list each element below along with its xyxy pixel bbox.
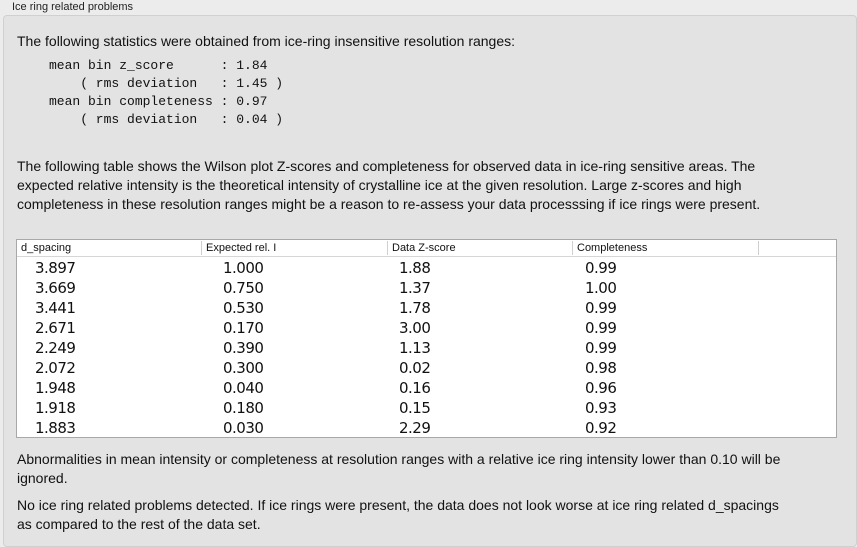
table-cell: 0.02 xyxy=(399,359,431,377)
table-row[interactable]: 2.072 0.300 0.02 0.98 xyxy=(17,358,836,378)
table-row[interactable]: 2.249 0.390 1.13 0.99 xyxy=(17,338,836,358)
table-cell: 1.948 xyxy=(35,379,76,397)
table-header: d_spacing Expected rel. I Data Z-score C… xyxy=(17,240,836,257)
table-cell: 1.88 xyxy=(399,259,431,277)
ice-ring-table[interactable]: d_spacing Expected rel. I Data Z-score C… xyxy=(16,239,837,438)
table-cell: 3.441 xyxy=(35,299,76,317)
table-cell: 0.040 xyxy=(223,379,264,397)
table-cell: 0.99 xyxy=(585,319,617,337)
table-cell: 3.669 xyxy=(35,279,76,297)
table-cell: 0.300 xyxy=(223,359,264,377)
table-cell: 0.180 xyxy=(223,399,264,417)
table-row[interactable]: 3.669 0.750 1.37 1.00 xyxy=(17,278,836,298)
column-header-d-spacing[interactable]: d_spacing xyxy=(17,241,202,255)
stat-line: ( rms deviation : 1.45 ) xyxy=(49,76,284,91)
table-cell: 0.170 xyxy=(223,319,264,337)
table-row[interactable]: 3.897 1.000 1.88 0.99 xyxy=(17,258,836,278)
table-cell: 0.16 xyxy=(399,379,431,397)
conclusion-text: No ice ring related problems detected. I… xyxy=(17,497,779,532)
table-cell: 0.98 xyxy=(585,359,617,377)
table-cell: 3.897 xyxy=(35,259,76,277)
column-header-expected-rel-i[interactable]: Expected rel. I xyxy=(202,241,388,255)
table-cell: 0.99 xyxy=(585,259,617,277)
stat-line: mean bin z_score : 1.84 xyxy=(49,58,268,73)
table-cell: 1.13 xyxy=(399,339,431,357)
table-row[interactable]: 3.441 0.530 1.78 0.99 xyxy=(17,298,836,318)
table-cell: 1.000 xyxy=(223,259,264,277)
column-header-completeness[interactable]: Completeness xyxy=(573,241,759,255)
table-cell: 1.37 xyxy=(399,279,431,297)
table-cell: 1.918 xyxy=(35,399,76,417)
table-cell: 1.78 xyxy=(399,299,431,317)
table-cell: 0.750 xyxy=(223,279,264,297)
table-cell: 1.883 xyxy=(35,419,76,437)
table-cell: 0.390 xyxy=(223,339,264,357)
table-cell: 0.96 xyxy=(585,379,617,397)
table-cell: 2.671 xyxy=(35,319,76,337)
table-cell: 3.00 xyxy=(399,319,431,337)
table-row[interactable]: 1.883 0.030 2.29 0.92 xyxy=(17,418,836,438)
column-header-data-z-score[interactable]: Data Z-score xyxy=(388,241,573,255)
table-cell: 2.249 xyxy=(35,339,76,357)
note-text: Abnormalities in mean intensity or compl… xyxy=(17,451,781,486)
table-cell: 0.93 xyxy=(585,399,617,417)
stats-block: mean bin z_score : 1.84 ( rms deviation … xyxy=(49,57,283,129)
table-cell: 0.99 xyxy=(585,339,617,357)
table-cell: 2.29 xyxy=(399,419,431,437)
table-description: The following table shows the Wilson plo… xyxy=(17,158,761,212)
table-cell: 0.99 xyxy=(585,299,617,317)
table-cell: 2.072 xyxy=(35,359,76,377)
section-title: Ice ring related problems xyxy=(12,1,134,13)
table-cell: 0.530 xyxy=(223,299,264,317)
table-cell: 1.00 xyxy=(585,279,617,297)
stat-line: mean bin completeness : 0.97 xyxy=(49,94,268,109)
stat-line: ( rms deviation : 0.04 ) xyxy=(49,112,284,127)
table-row[interactable]: 2.671 0.170 3.00 0.99 xyxy=(17,318,836,338)
table-cell: 0.15 xyxy=(399,399,431,417)
table-cell: 0.030 xyxy=(223,419,264,437)
table-row[interactable]: 1.918 0.180 0.15 0.93 xyxy=(17,398,836,418)
intro-text: The following statistics were obtained f… xyxy=(17,33,516,49)
table-row[interactable]: 1.948 0.040 0.16 0.96 xyxy=(17,378,836,398)
table-cell: 0.92 xyxy=(585,419,617,437)
